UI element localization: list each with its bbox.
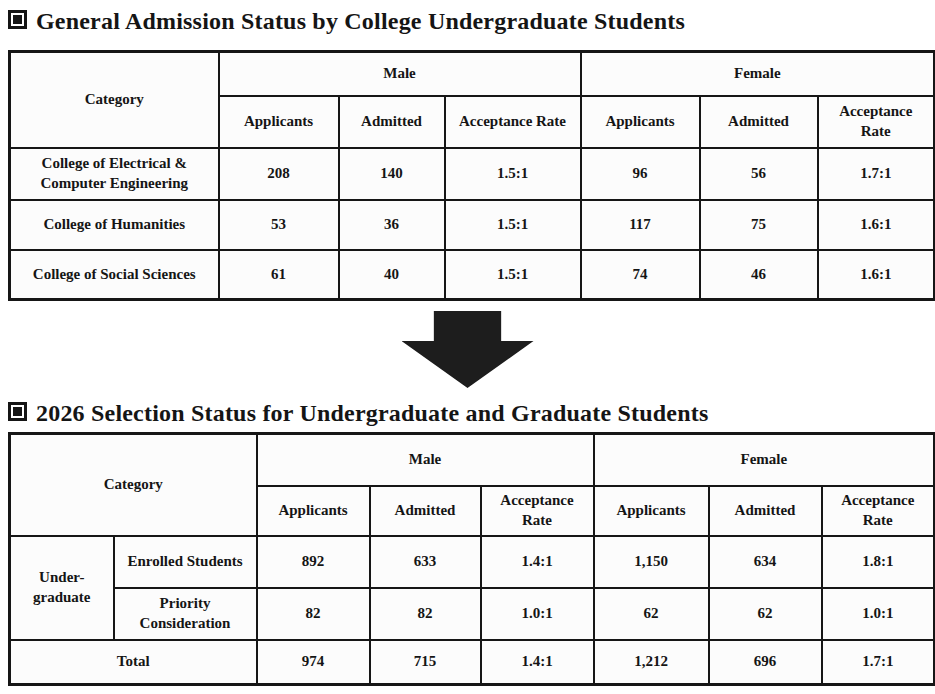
header-cell-applicants-female: Applicants (581, 96, 700, 148)
header-cell-category: Category (10, 434, 257, 536)
data-cell: 715 (370, 640, 481, 685)
row-label-priority-consideration: Priority Consideration (114, 588, 257, 640)
data-cell: 117 (581, 200, 700, 250)
data-cell: 140 (339, 148, 445, 200)
section2-title: 2026 Selection Status for Undergraduate … (8, 398, 935, 428)
header-cell-category: Category (10, 52, 219, 148)
data-cell: 1.7:1 (818, 148, 935, 200)
header-cell-female: Female (581, 52, 935, 96)
data-cell: 1.7:1 (822, 640, 935, 685)
header-cell-admitted-female: Admitted (709, 486, 822, 536)
header-cell-acceptance-rate-male: Acceptance Rate (445, 96, 581, 148)
data-cell: 46 (700, 250, 818, 300)
table-row: College of Humanities 53 36 1.5:1 117 75… (10, 200, 935, 250)
data-cell: 1.0:1 (822, 588, 935, 640)
data-cell: 1.4:1 (481, 640, 594, 685)
table-row: College of Social Sciences 61 40 1.5:1 7… (10, 250, 935, 300)
table2-header-row-groups: Category Male Female (10, 434, 935, 486)
data-cell: 1.8:1 (822, 536, 935, 588)
row-label-electrical-computer-engineering: College of Electrical & Computer Enginee… (10, 148, 219, 200)
data-cell: 1.6:1 (818, 250, 935, 300)
header-cell-applicants-male: Applicants (219, 96, 339, 148)
data-cell: 1.0:1 (481, 588, 594, 640)
table1-header-row-groups: Category Male Female (10, 52, 935, 96)
header-cell-acceptance-rate-female: Acceptance Rate (822, 486, 935, 536)
data-cell: 61 (219, 250, 339, 300)
data-cell: 1.6:1 (818, 200, 935, 250)
data-cell: 1.5:1 (445, 250, 581, 300)
data-cell: 633 (370, 536, 481, 588)
row-label-enrolled-students: Enrolled Students (114, 536, 257, 588)
data-cell: 634 (709, 536, 822, 588)
data-cell: 62 (594, 588, 709, 640)
table-total-row: Total 974 715 1.4:1 1,212 696 1.7:1 (10, 640, 935, 685)
admission-status-table: Category Male Female Applicants Admitted… (8, 50, 935, 301)
section-bullet-inner (13, 407, 22, 416)
data-cell: 974 (257, 640, 370, 685)
header-cell-male: Male (257, 434, 594, 486)
section1-title: General Admission Status by College Unde… (8, 6, 935, 36)
data-cell: 82 (370, 588, 481, 640)
data-cell: 56 (700, 148, 818, 200)
data-cell: 40 (339, 250, 445, 300)
row-label-total: Total (10, 640, 257, 685)
header-cell-admitted-female: Admitted (700, 96, 818, 148)
data-cell: 62 (709, 588, 822, 640)
header-cell-applicants-female: Applicants (594, 486, 709, 536)
data-cell: 96 (581, 148, 700, 200)
data-cell: 1.5:1 (445, 148, 581, 200)
data-cell: 82 (257, 588, 370, 640)
table-row: College of Electrical & Computer Enginee… (10, 148, 935, 200)
section-bullet-inner (13, 15, 22, 24)
group-label-undergraduate: Under-graduate (10, 536, 114, 640)
table-row: Priority Consideration 82 82 1.0:1 62 62… (10, 588, 935, 640)
data-cell: 1,150 (594, 536, 709, 588)
header-cell-female: Female (594, 434, 935, 486)
data-cell: 1.5:1 (445, 200, 581, 250)
header-cell-admitted-male: Admitted (370, 486, 481, 536)
header-cell-acceptance-rate-male: Acceptance Rate (481, 486, 594, 536)
header-cell-male: Male (219, 52, 581, 96)
section-bullet-icon (8, 10, 27, 29)
selection-status-table: Category Male Female Applicants Admitted… (8, 432, 935, 686)
transition-arrow-container (0, 311, 935, 388)
header-cell-acceptance-rate-female: Acceptance Rate (818, 96, 935, 148)
data-cell: 1,212 (594, 640, 709, 685)
section1-title-text: General Admission Status by College Unde… (36, 8, 685, 34)
data-cell: 696 (709, 640, 822, 685)
data-cell: 53 (219, 200, 339, 250)
header-cell-applicants-male: Applicants (257, 486, 370, 536)
down-arrow-icon (402, 311, 534, 388)
data-cell: 74 (581, 250, 700, 300)
data-cell: 36 (339, 200, 445, 250)
section2-title-text: 2026 Selection Status for Undergraduate … (36, 400, 708, 426)
row-label-social-sciences: College of Social Sciences (10, 250, 219, 300)
data-cell: 208 (219, 148, 339, 200)
table-row: Under-graduate Enrolled Students 892 633… (10, 536, 935, 588)
section-bullet-icon (8, 402, 27, 421)
data-cell: 892 (257, 536, 370, 588)
data-cell: 1.4:1 (481, 536, 594, 588)
row-label-humanities: College of Humanities (10, 200, 219, 250)
data-cell: 75 (700, 200, 818, 250)
header-cell-admitted-male: Admitted (339, 96, 445, 148)
